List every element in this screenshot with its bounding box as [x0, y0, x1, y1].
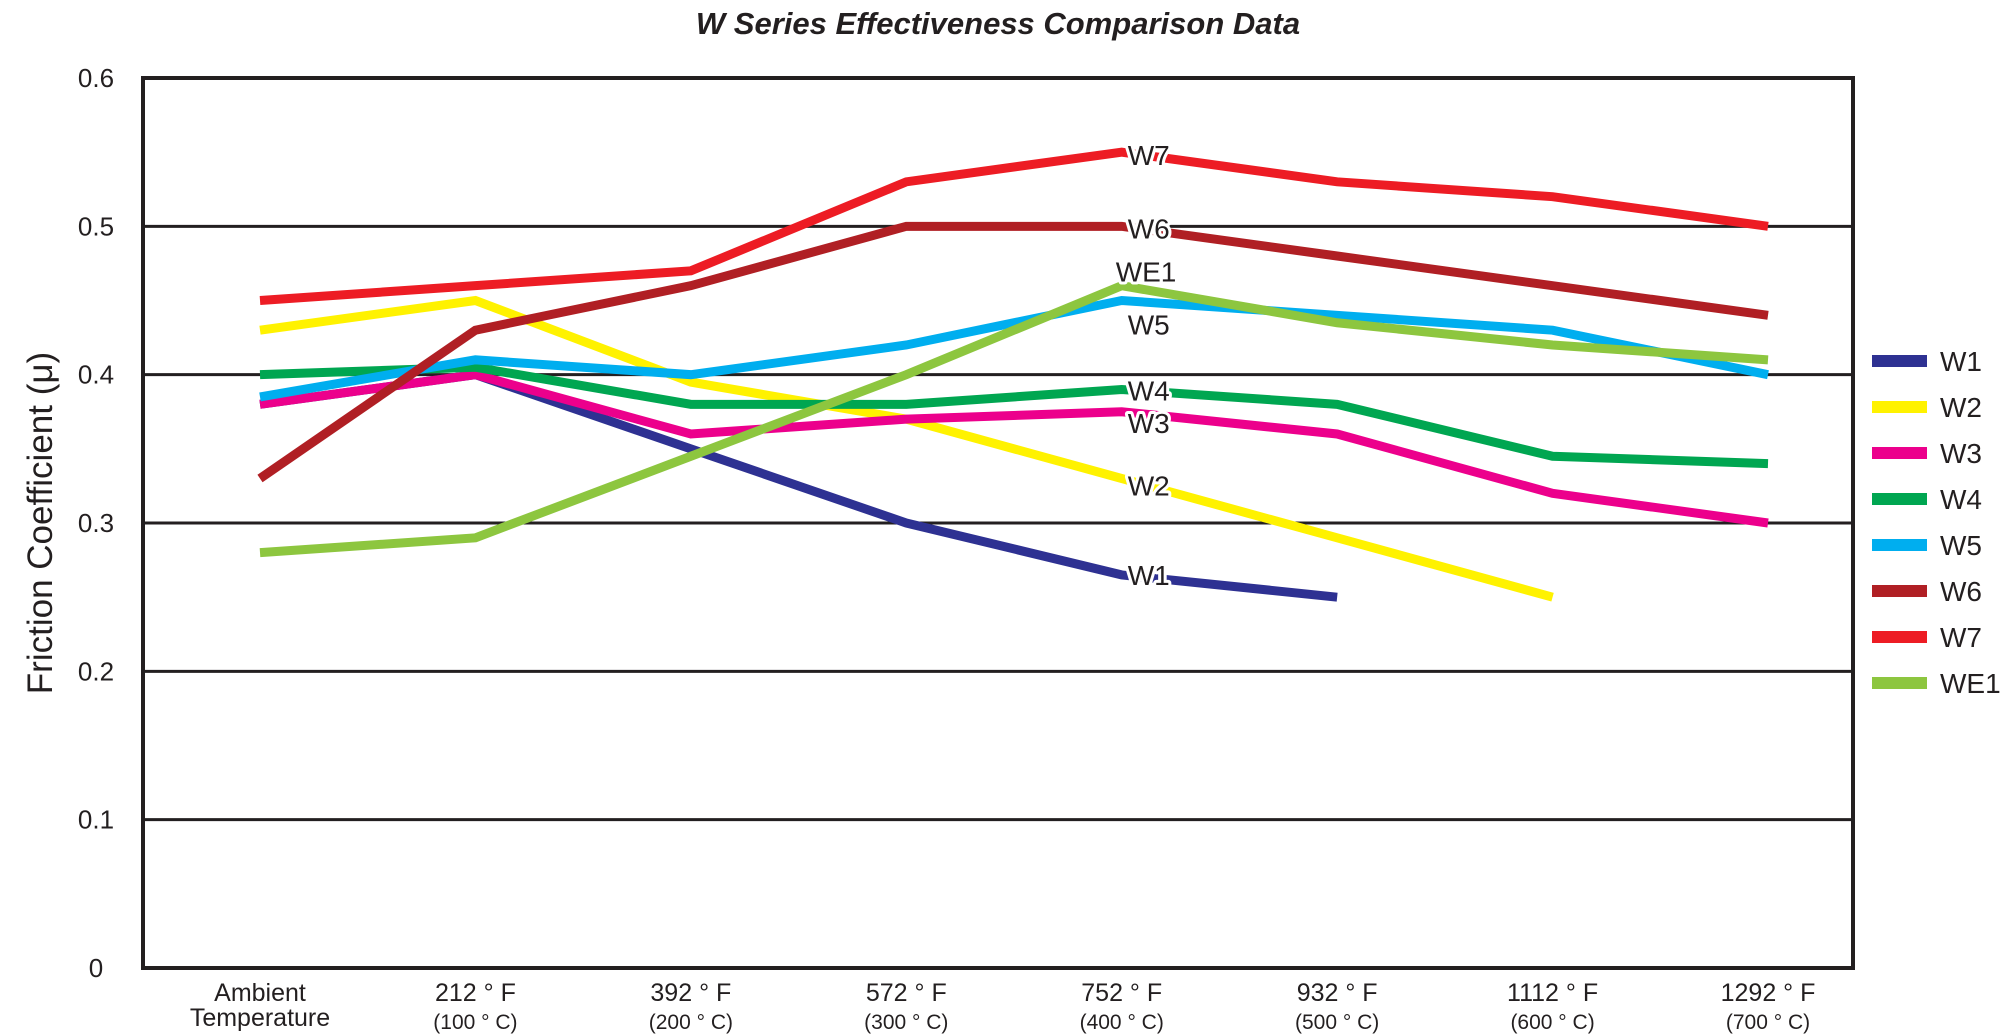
legend-swatch-w7: [1872, 631, 1927, 643]
x-tick-label-line2: (700 ° C): [1726, 1011, 1810, 1034]
x-tick-label-line2: (600 ° C): [1510, 1011, 1594, 1034]
x-tick-label-line2: (100 ° C): [433, 1011, 517, 1034]
legend-item-w5: W5: [1872, 530, 1982, 561]
series-line-w6: [257, 221, 1769, 483]
legend-swatch-w4: [1872, 493, 1927, 505]
series-line-we1: [259, 281, 1769, 558]
x-tick-label-line2: (400 ° C): [1080, 1011, 1164, 1034]
legend-swatch-w2: [1872, 401, 1927, 413]
x-tick-label-line1: Ambient: [214, 979, 306, 1007]
x-tick-label-line1: 1292 ° F: [1721, 979, 1816, 1007]
x-tick-label-line2: (200 ° C): [649, 1011, 733, 1034]
legend-item-w7: W7: [1872, 622, 1982, 653]
x-tick-label-line1: 572 ° F: [866, 979, 947, 1007]
legend-swatch-we1: [1872, 677, 1927, 689]
series-label-w7: W7: [1128, 140, 1170, 171]
series-label-w3: W3: [1128, 408, 1170, 439]
x-tick-label-line1: 1112 ° F: [1507, 979, 1598, 1007]
y-axis-title: Friction Coefficient (μ): [21, 352, 60, 694]
series-label-w2: W2: [1128, 471, 1170, 502]
series-label-w1: W1: [1128, 560, 1170, 591]
legend-label-w7: W7: [1940, 622, 1982, 653]
y-tick-label: 0.6: [78, 63, 114, 93]
x-tick-label-line2: (500 ° C): [1295, 1011, 1379, 1034]
series-line-w5: [259, 295, 1769, 402]
plot-area-border: [141, 76, 1855, 970]
chart-title: W Series Effectiveness Comparison Data: [696, 6, 1300, 41]
legend-swatch-w3: [1872, 447, 1927, 459]
legend-swatch-w1: [1872, 355, 1927, 367]
series-line-w4: [259, 362, 1769, 469]
x-tick-label-line1: 212 ° F: [435, 979, 516, 1007]
x-tick-label-line1: 932 ° F: [1297, 979, 1378, 1007]
series-label-w4: W4: [1128, 376, 1170, 407]
y-tick-label: 0.5: [78, 211, 114, 241]
series-label-w5: W5: [1128, 310, 1170, 341]
series-label-w6: W6: [1128, 213, 1170, 244]
x-tick-label-line1: 752 ° F: [1081, 979, 1162, 1007]
legend-label-w3: W3: [1940, 438, 1982, 469]
series-label-we1: WE1: [1116, 257, 1177, 288]
legend-label-w1: W1: [1940, 346, 1982, 377]
legend-label-w4: W4: [1940, 484, 1982, 515]
y-tick-label: 0.1: [78, 805, 114, 835]
legend-label-w6: W6: [1940, 576, 1982, 607]
legend-swatch-w6: [1872, 585, 1927, 597]
series-line-w3: [259, 370, 1769, 528]
legend-item-w3: W3: [1872, 438, 1982, 469]
legend-label-we1: WE1: [1940, 668, 2000, 699]
legend-item-w2: W2: [1872, 392, 1982, 423]
x-tick-label-line1: 392 ° F: [650, 979, 731, 1007]
y-tick-label: 0.3: [78, 508, 114, 538]
legend-item-w1: W1: [1872, 346, 1982, 377]
series-line-w7: [259, 147, 1769, 305]
x-tick-label-line2: Temperature: [190, 1004, 330, 1032]
legend-item-w6: W6: [1872, 576, 1982, 607]
y-tick-label: 0.2: [78, 656, 114, 686]
legend-label-w2: W2: [1940, 392, 1982, 423]
x-tick-label-line2: (300 ° C): [864, 1011, 948, 1034]
y-tick-label: 0.4: [78, 360, 114, 390]
y-tick-label: 0: [89, 953, 103, 983]
legend-item-w4: W4: [1872, 484, 1982, 515]
legend-item-we1: WE1: [1872, 668, 2000, 699]
legend-swatch-w5: [1872, 539, 1927, 551]
legend-label-w5: W5: [1940, 530, 1982, 561]
